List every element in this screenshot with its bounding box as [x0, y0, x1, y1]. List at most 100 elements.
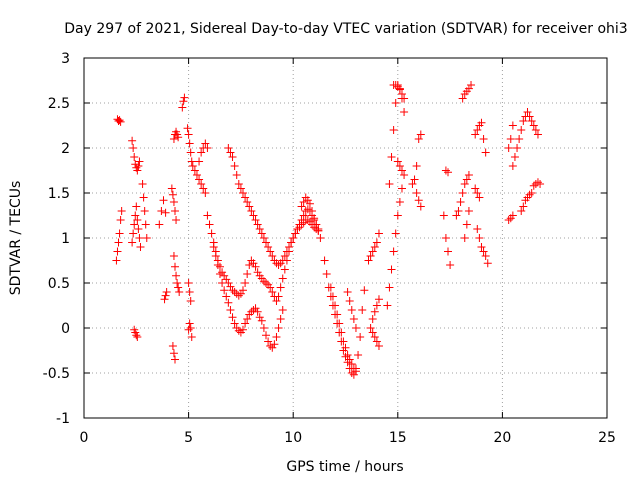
- series-sat-l: [169, 252, 184, 296]
- data-point: [238, 286, 247, 295]
- series-sat-h: [160, 288, 171, 304]
- data-point: [483, 259, 492, 268]
- data-point: [322, 270, 331, 278]
- data-point: [249, 259, 258, 268]
- data-point: [368, 247, 377, 256]
- series-sat-af: [393, 157, 409, 179]
- series-sat-u: [224, 144, 323, 269]
- data-point: [133, 166, 142, 175]
- series-sat-q: [190, 166, 210, 197]
- data-point: [289, 234, 298, 242]
- data-point: [314, 226, 323, 235]
- data-point: [171, 262, 180, 271]
- data-point: [395, 162, 404, 170]
- data-point: [186, 324, 195, 332]
- series-sat-w: [320, 256, 369, 379]
- data-point: [354, 351, 363, 359]
- data-point: [249, 306, 258, 314]
- data-point: [464, 207, 473, 215]
- data-point: [253, 220, 262, 229]
- data-point: [247, 207, 256, 215]
- data-point: [114, 117, 123, 125]
- data-point: [228, 286, 237, 295]
- series-sat-p: [184, 319, 196, 341]
- data-point: [349, 315, 358, 323]
- data-point: [190, 166, 199, 175]
- data-point: [519, 202, 528, 211]
- data-point: [266, 283, 275, 292]
- data-point: [278, 306, 287, 314]
- data-point: [183, 124, 192, 133]
- data-point: [531, 126, 540, 134]
- data-point: [185, 139, 194, 148]
- series-sat-t: [209, 243, 287, 352]
- data-point: [366, 324, 375, 332]
- data-point: [161, 291, 170, 300]
- data-point: [370, 243, 379, 251]
- data-point: [135, 234, 144, 242]
- data-point: [187, 333, 196, 341]
- data-point: [171, 207, 180, 215]
- data-point: [479, 247, 488, 256]
- data-point: [345, 297, 354, 305]
- data-point: [215, 270, 224, 278]
- data-point: [226, 306, 235, 314]
- data-point: [387, 265, 396, 274]
- data-points-layer: [112, 81, 545, 379]
- data-point: [341, 343, 350, 352]
- data-point: [527, 117, 536, 125]
- data-point: [287, 238, 296, 247]
- data-point: [268, 288, 277, 296]
- data-point: [172, 271, 181, 280]
- series-sat-n: [183, 124, 197, 170]
- x-tick-label: 10: [284, 430, 302, 446]
- data-point: [285, 243, 294, 251]
- data-point: [383, 301, 392, 310]
- data-point: [162, 288, 171, 296]
- data-point: [525, 190, 534, 199]
- data-point: [197, 180, 206, 188]
- data-point: [262, 279, 271, 287]
- data-point: [393, 157, 402, 166]
- data-point: [116, 117, 125, 126]
- data-point: [115, 116, 124, 125]
- series-sat-ah: [412, 189, 425, 211]
- data-point: [255, 225, 264, 233]
- series-sat-ae: [389, 81, 409, 103]
- data-point: [460, 234, 469, 242]
- data-point: [134, 225, 143, 233]
- data-point: [139, 193, 148, 202]
- data-point: [142, 234, 151, 242]
- series-sat-x: [326, 283, 360, 376]
- data-point: [173, 279, 182, 287]
- data-point: [213, 261, 222, 269]
- data-point: [259, 277, 268, 286]
- data-point: [161, 208, 170, 217]
- data-point: [517, 126, 526, 134]
- x-axis-label: GPS time / hours: [286, 459, 403, 475]
- data-point: [238, 189, 247, 197]
- data-point: [533, 130, 542, 139]
- series-sat-j: [169, 127, 183, 143]
- data-point: [241, 279, 250, 287]
- data-point: [412, 162, 421, 170]
- data-point: [238, 325, 247, 334]
- data-point: [274, 261, 283, 269]
- data-point: [316, 234, 325, 242]
- data-point: [199, 184, 208, 193]
- data-point: [372, 238, 381, 247]
- data-point: [385, 180, 394, 188]
- data-point: [230, 162, 239, 170]
- data-point: [387, 153, 396, 161]
- series-sat-b: [113, 115, 125, 126]
- data-point: [168, 190, 177, 199]
- data-point: [135, 157, 144, 166]
- data-point: [188, 162, 197, 170]
- y-tick-label: 3: [61, 51, 70, 67]
- data-point: [412, 189, 421, 197]
- data-point: [132, 331, 141, 340]
- data-point: [506, 135, 515, 143]
- data-point: [159, 196, 168, 205]
- data-point: [280, 265, 289, 274]
- data-point: [133, 333, 142, 341]
